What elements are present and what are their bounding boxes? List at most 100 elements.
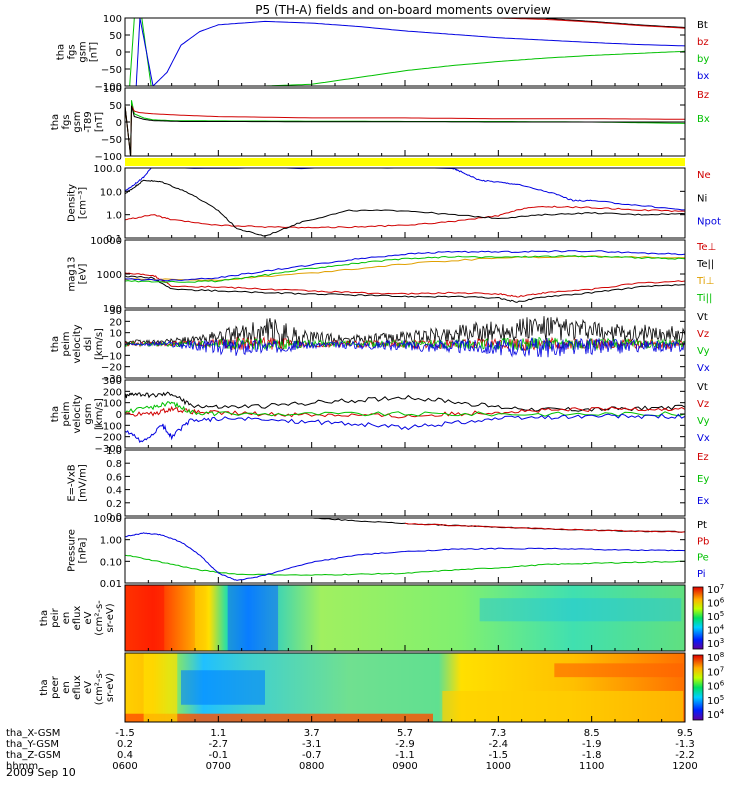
series-Vx	[125, 337, 685, 358]
ephem-value: -3.1	[302, 739, 322, 750]
ephemeris-table: tha_X-GSM -1.5 1.1 3.7 5.7 7.3 8.5 9.5 tha_Y-GSM…	[6, 728, 698, 772]
ephem-value: -1.5	[115, 728, 135, 739]
date-label: 2009 Sep 10	[6, 766, 76, 779]
ylabel-line: peim	[61, 331, 72, 356]
ytick-label: −50	[101, 65, 122, 76]
series-Pt	[311, 518, 685, 533]
legend-Ti⊥: Ti⊥	[696, 276, 714, 287]
ylabel-line: peim	[61, 401, 72, 426]
ylabel-line: velocity	[72, 324, 83, 363]
series-Pi	[125, 532, 685, 581]
ylabel-line: [eV]	[78, 264, 89, 285]
ytick-label: −200	[95, 433, 122, 444]
ytick-label: 50	[109, 31, 122, 42]
ylabel-line: tha	[39, 679, 50, 695]
ephem-value: -1.1	[395, 750, 415, 761]
ytick-label: −100	[95, 82, 122, 93]
ephem-value: 1200	[672, 761, 697, 772]
legend-Te⊥: Te⊥	[696, 242, 716, 253]
series-Ne	[125, 205, 685, 229]
legend-Vt: Vt	[697, 312, 708, 323]
ytick-label: 0.10	[100, 557, 122, 568]
ytick-label: −300	[95, 444, 122, 455]
legend-Vx: Vx	[697, 363, 710, 374]
series-Pb	[404, 522, 685, 533]
spec-band	[195, 585, 207, 651]
spectrogram-peir	[125, 585, 685, 651]
ylabel-line: E=-VxB	[67, 464, 78, 501]
colorbar-tick: 106	[707, 597, 725, 610]
ytick-label: −100	[95, 421, 122, 432]
ylabel-line: peir	[50, 607, 61, 627]
ytick-label: 0.6	[106, 472, 122, 483]
panel-frame	[124, 167, 686, 239]
panel-fgs_t89: 100 50 0 −50 −100 Bz Bx tha fgs gsm -T89 [nT]	[50, 84, 710, 163]
ytick-label: −20	[101, 363, 122, 374]
ytick-label: 100	[103, 84, 122, 95]
legend-Bt: Bt	[697, 20, 708, 31]
ylabel-line: Density	[67, 184, 78, 222]
legend-Vx: Vx	[697, 433, 710, 444]
ylabel-line: gsm	[78, 41, 89, 62]
ylabel-line: gsm	[83, 403, 94, 424]
ylabel-line: (cm²-s-	[94, 669, 105, 705]
ylabel-line: eV	[83, 681, 94, 694]
panel-density: 100.0 10.0 1.0 0.1 Ne Ni Npot Density [cm⁻³]	[67, 164, 721, 245]
panel-peir: tha peir en eflux eV (cm²-s-sr-eV)10710610510…	[39, 583, 725, 652]
series-Vy	[125, 401, 685, 417]
legend-Bz: Bz	[697, 90, 709, 101]
ytick-label: −10	[101, 351, 122, 362]
ephem-value: -2.4	[489, 739, 509, 750]
ephem-value: -1.5	[489, 750, 509, 761]
ylabel-line: eflux	[72, 606, 83, 631]
ytick-label: 0.2	[106, 499, 122, 510]
legend-Ez: Ez	[697, 452, 709, 463]
series-Vt	[125, 391, 685, 412]
ephem-value: 7.3	[490, 728, 506, 739]
panel-frame	[124, 449, 686, 517]
ephem-value: -1.9	[582, 739, 602, 750]
spec-band	[554, 663, 684, 678]
ephem-value: 5.7	[397, 728, 413, 739]
ephem-value: 0900	[392, 761, 417, 772]
ytick-label: 100	[103, 14, 122, 25]
ylabel-line: tha	[50, 336, 61, 352]
ephem-value: 9.5	[677, 728, 693, 739]
series-Vx	[125, 413, 685, 443]
legend-Vt: Vt	[697, 382, 708, 393]
ylabel-line: Pressure	[67, 529, 78, 572]
ytick-label: −100	[95, 152, 122, 163]
legend-Pt: Pt	[697, 520, 707, 531]
series-Ni	[125, 179, 685, 237]
ytick-label: 100	[103, 399, 122, 410]
plot-area-fgs	[125, 18, 685, 86]
ytick-label: 0	[116, 118, 122, 129]
plot-area-peim_vel_1	[125, 316, 685, 358]
legend-bx: bx	[697, 71, 709, 82]
legend-Ne: Ne	[697, 170, 711, 181]
ytick-label: 0.8	[106, 459, 122, 470]
legend-Bx: Bx	[697, 114, 710, 125]
spec-band	[181, 670, 265, 705]
legend-Pb: Pb	[697, 536, 709, 547]
spec-band	[125, 585, 165, 651]
ephem-value: -2.7	[209, 739, 229, 750]
legend-Pe: Pe	[697, 553, 709, 564]
ylabel-line: [km/s]	[94, 398, 105, 430]
colorbar-tick: 108	[707, 651, 724, 664]
ylabel-line: tha	[39, 610, 50, 626]
colorbar-tick: 104	[707, 624, 725, 637]
panel-frame	[124, 239, 686, 309]
series-Vz	[125, 405, 685, 419]
ylabel-line: dsl	[83, 337, 94, 351]
ytick-label: 0.1	[106, 234, 122, 245]
ephem-value: 1000	[486, 761, 511, 772]
series-by	[129, 18, 685, 86]
ylabel-line: [mV/m]	[78, 464, 89, 502]
spec-band	[227, 585, 279, 651]
ytick-label: 50	[109, 101, 122, 112]
series-Vz	[125, 336, 685, 352]
legend-Te||: Te||	[696, 259, 714, 270]
